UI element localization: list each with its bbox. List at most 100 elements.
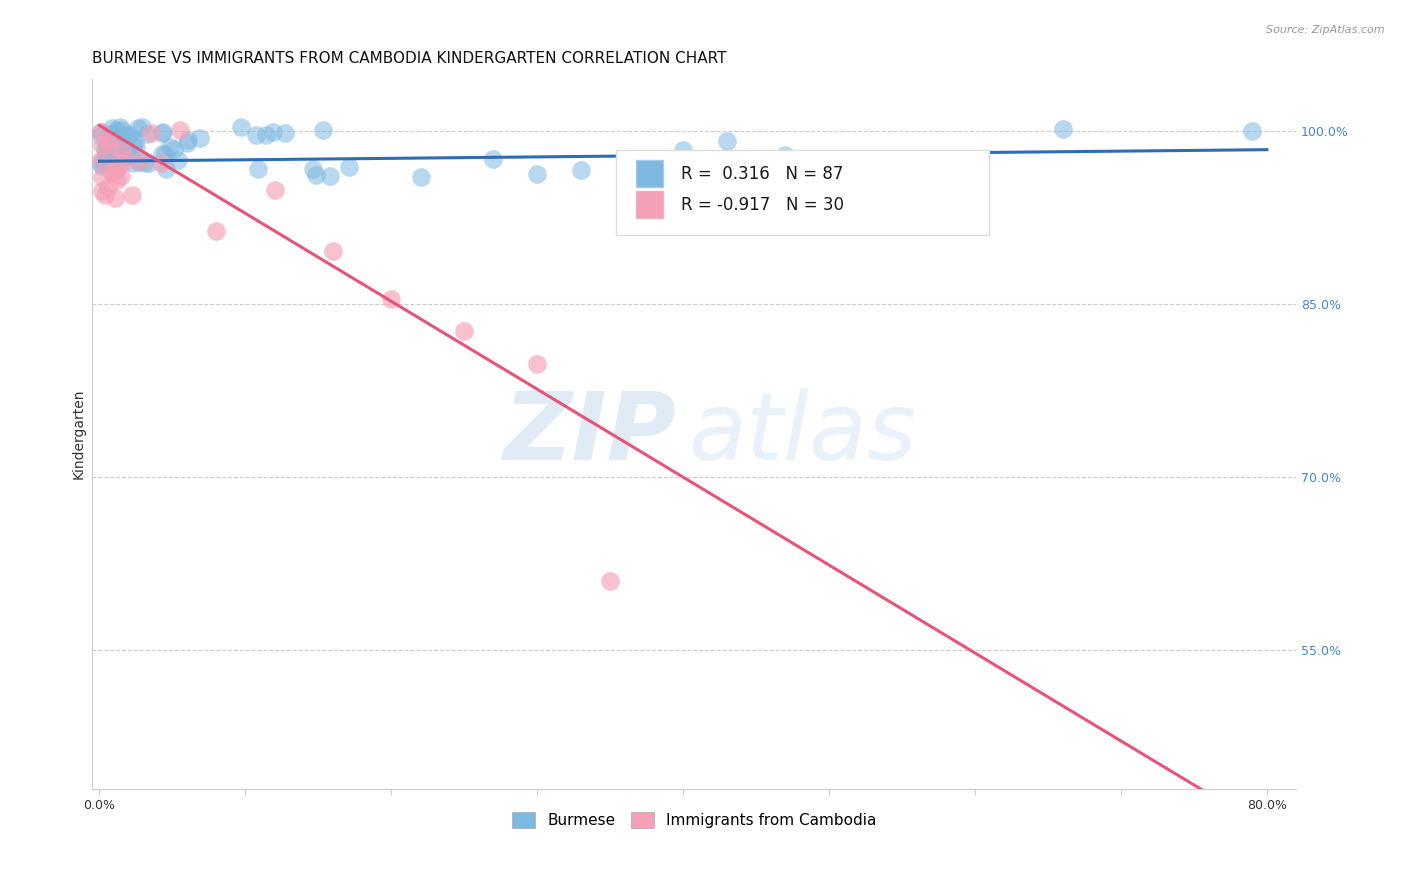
Point bbox=[125, 141, 148, 155]
Point bbox=[139, 126, 162, 140]
Point bbox=[104, 130, 127, 145]
FancyBboxPatch shape bbox=[637, 161, 662, 187]
Point bbox=[94, 188, 117, 202]
Point bbox=[136, 127, 159, 141]
Point bbox=[103, 145, 125, 159]
Point bbox=[127, 120, 149, 135]
Point bbox=[121, 187, 143, 202]
Point bbox=[312, 123, 335, 137]
Point bbox=[107, 154, 129, 169]
Point bbox=[111, 123, 134, 137]
Point bbox=[110, 169, 132, 183]
Point bbox=[103, 163, 125, 178]
Point bbox=[111, 143, 134, 157]
Point bbox=[118, 149, 141, 163]
Point bbox=[122, 137, 145, 152]
Point bbox=[963, 170, 986, 185]
Point bbox=[103, 126, 125, 140]
Point bbox=[229, 120, 252, 134]
Point bbox=[322, 244, 344, 259]
Point bbox=[94, 153, 117, 168]
Point bbox=[100, 128, 122, 142]
Point bbox=[302, 161, 325, 176]
Point bbox=[104, 191, 127, 205]
Point bbox=[526, 357, 548, 371]
Point bbox=[100, 131, 122, 145]
Point bbox=[97, 147, 120, 161]
Point bbox=[103, 142, 125, 156]
Point bbox=[105, 127, 128, 141]
Point bbox=[105, 162, 128, 177]
Point bbox=[117, 128, 139, 142]
Point bbox=[93, 142, 115, 156]
Point bbox=[97, 179, 120, 194]
Point bbox=[891, 153, 914, 168]
Legend: Burmese, Immigrants from Cambodia: Burmese, Immigrants from Cambodia bbox=[506, 805, 883, 834]
Text: R =  0.316   N = 87: R = 0.316 N = 87 bbox=[681, 165, 844, 183]
Point bbox=[569, 162, 592, 177]
Text: ZIP: ZIP bbox=[503, 388, 676, 480]
Point bbox=[100, 153, 122, 167]
Point bbox=[150, 126, 173, 140]
Point bbox=[101, 120, 124, 135]
Point bbox=[149, 155, 172, 169]
Point bbox=[105, 172, 128, 186]
Point bbox=[254, 128, 277, 143]
Point bbox=[337, 160, 360, 174]
Point bbox=[129, 154, 152, 169]
Point bbox=[262, 125, 284, 139]
Point bbox=[117, 129, 139, 144]
Point bbox=[305, 168, 328, 182]
Point bbox=[90, 125, 112, 139]
Point bbox=[107, 131, 129, 145]
Point bbox=[90, 153, 112, 168]
Point bbox=[91, 169, 114, 184]
Point bbox=[91, 152, 114, 166]
Point bbox=[247, 161, 270, 176]
Point bbox=[177, 133, 200, 147]
Point bbox=[153, 147, 176, 161]
Point bbox=[114, 153, 136, 167]
Point bbox=[90, 125, 112, 139]
Text: R = -0.917   N = 30: R = -0.917 N = 30 bbox=[681, 196, 844, 214]
Point bbox=[91, 138, 114, 153]
Point bbox=[599, 574, 621, 588]
Point bbox=[775, 148, 797, 162]
Point bbox=[176, 136, 198, 150]
Text: BURMESE VS IMMIGRANTS FROM CAMBODIA KINDERGARTEN CORRELATION CHART: BURMESE VS IMMIGRANTS FROM CAMBODIA KIND… bbox=[93, 51, 727, 66]
Point bbox=[482, 152, 505, 166]
Point bbox=[112, 139, 135, 153]
Point bbox=[169, 122, 191, 136]
Point bbox=[152, 125, 174, 139]
Point bbox=[100, 127, 122, 141]
Point bbox=[108, 159, 131, 173]
Point bbox=[319, 169, 342, 183]
Point bbox=[716, 134, 738, 148]
Point bbox=[453, 324, 475, 338]
Point bbox=[98, 157, 121, 171]
Point bbox=[628, 169, 651, 183]
Point bbox=[159, 140, 181, 154]
Point bbox=[103, 129, 125, 144]
Point bbox=[105, 140, 128, 154]
Point bbox=[90, 185, 112, 199]
Point bbox=[105, 123, 128, 137]
Point bbox=[97, 135, 120, 149]
Text: atlas: atlas bbox=[688, 388, 917, 479]
Point bbox=[818, 163, 841, 178]
Point bbox=[138, 156, 160, 170]
Point bbox=[128, 155, 150, 169]
Point bbox=[94, 137, 117, 152]
Point bbox=[188, 130, 211, 145]
FancyBboxPatch shape bbox=[637, 192, 662, 219]
Point bbox=[155, 161, 177, 176]
Text: Source: ZipAtlas.com: Source: ZipAtlas.com bbox=[1267, 25, 1385, 35]
Point bbox=[101, 166, 124, 180]
Point bbox=[163, 142, 186, 156]
Point bbox=[97, 146, 120, 161]
Point bbox=[245, 128, 267, 143]
Point bbox=[409, 169, 432, 184]
Point bbox=[115, 128, 138, 142]
FancyBboxPatch shape bbox=[616, 150, 988, 235]
Point bbox=[110, 145, 132, 160]
